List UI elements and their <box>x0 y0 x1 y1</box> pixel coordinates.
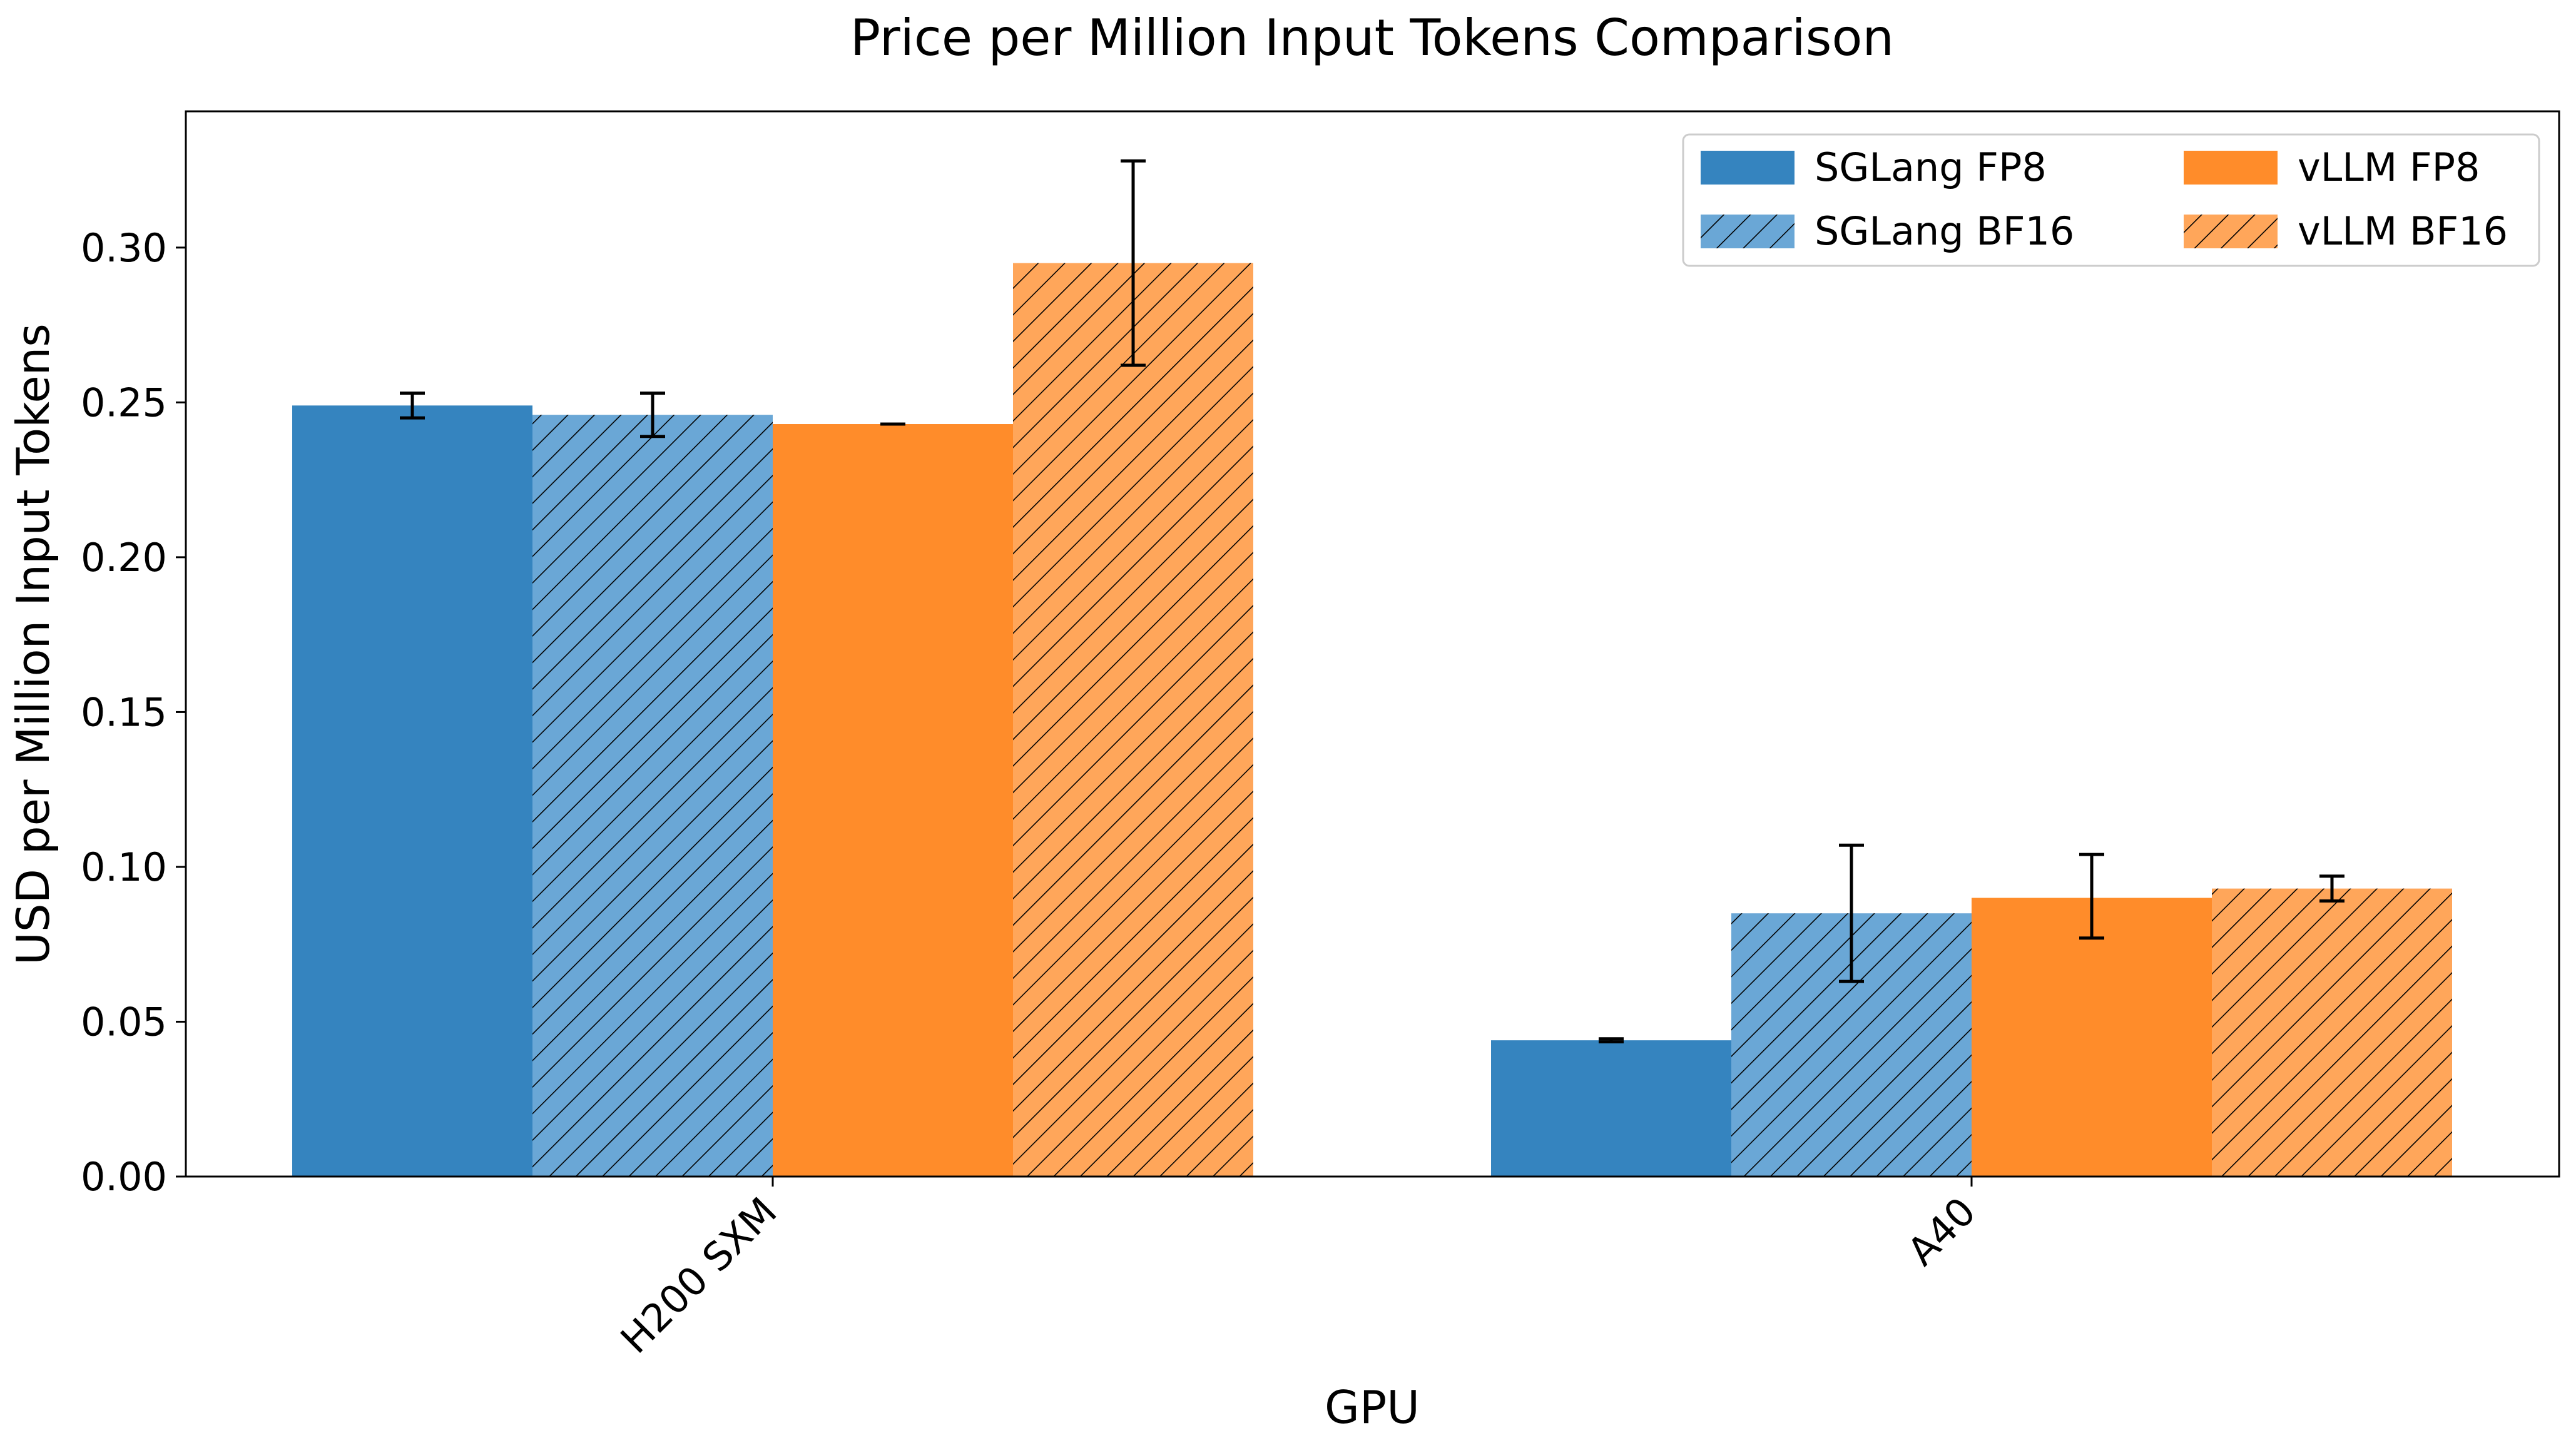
x-tick-label: A40 <box>1898 1188 1984 1274</box>
y-axis-label: USD per Million Input Tokens <box>7 323 59 965</box>
bar <box>1972 898 2212 1177</box>
legend-swatch-hatch <box>2184 215 2278 248</box>
legend-swatch <box>2184 151 2278 185</box>
legend-label: vLLM BF16 <box>2298 208 2508 254</box>
legend-box <box>1682 133 2540 267</box>
legend: SGLang FP8 vLLM FP8 SGLang BF16 vLLM BF16 <box>1682 133 2540 267</box>
legend-swatch-hatch <box>1701 215 1795 248</box>
y-tick-label: 0.00 <box>81 1154 167 1200</box>
x-axis-label: GPU <box>1325 1381 1420 1434</box>
bar <box>773 424 1013 1177</box>
plot-frame <box>185 110 2560 1178</box>
bar <box>292 405 532 1177</box>
y-tick-label: 0.10 <box>81 844 167 890</box>
legend-label: vLLM FP8 <box>2298 144 2480 190</box>
plot-area: 0.00 0.05 0.10 0.15 0.20 0.25 0.30 H200 SXM A40 <box>81 110 2560 1362</box>
bar <box>1491 1040 1731 1177</box>
legend-label: SGLang BF16 <box>1815 208 2074 254</box>
y-tick-label: 0.15 <box>81 689 167 735</box>
y-tick-label: 0.05 <box>81 999 167 1045</box>
y-tick-label: 0.25 <box>81 380 167 425</box>
bar-hatch <box>1013 263 1253 1177</box>
bar-hatch <box>2212 888 2452 1177</box>
legend-swatch <box>1701 151 1795 185</box>
y-tick-label: 0.20 <box>81 535 167 580</box>
y-tick-label: 0.30 <box>81 225 167 271</box>
x-tick-label: H200 SXM <box>612 1188 786 1362</box>
legend-label: SGLang FP8 <box>1815 144 2047 190</box>
bar-hatch <box>532 415 773 1177</box>
chart-title: Price per Million Input Tokens Compariso… <box>850 9 1894 67</box>
